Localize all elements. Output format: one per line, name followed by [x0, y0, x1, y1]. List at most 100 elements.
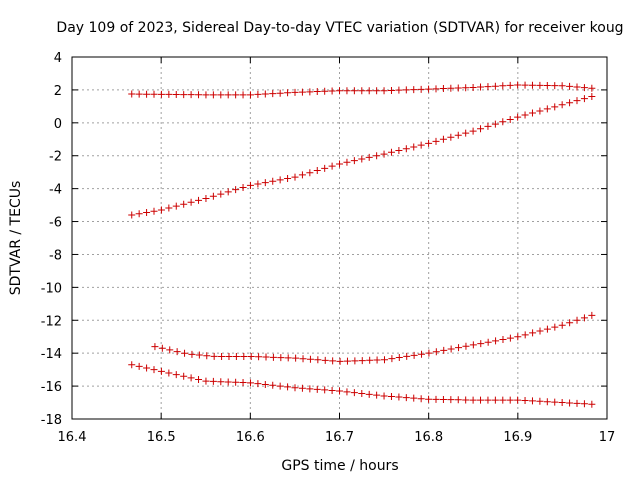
x-tick-label: 16.9: [503, 430, 532, 445]
data-point: [143, 208, 151, 216]
data-point: [373, 356, 381, 364]
data-point: [521, 331, 529, 339]
data-point: [566, 99, 574, 107]
data-point: [447, 84, 455, 92]
data-point: [240, 352, 248, 360]
data-point: [343, 87, 351, 95]
data-point: [417, 85, 425, 93]
data-point: [128, 211, 136, 219]
chart-title: Day 109 of 2023, Sidereal Day-to-day VTE…: [56, 20, 623, 36]
data-point: [209, 91, 217, 99]
data-point: [157, 206, 165, 214]
data-point: [180, 91, 188, 99]
data-point: [521, 81, 529, 89]
data-point: [454, 131, 462, 139]
x-tick-label: 16.4: [58, 430, 87, 445]
data-point: [580, 95, 588, 103]
data-point: [321, 356, 329, 364]
data-point: [536, 327, 544, 335]
data-point: [224, 91, 232, 99]
data-point: [277, 354, 285, 362]
data-point: [202, 91, 210, 99]
data-point: [157, 367, 165, 375]
data-point: [313, 385, 321, 393]
data-point: [499, 335, 507, 343]
data-point: [365, 390, 373, 398]
data-point: [573, 316, 581, 324]
data-point: [284, 354, 292, 362]
data-point: [492, 337, 500, 345]
y-tick-label: -6: [49, 216, 62, 231]
data-point: [299, 355, 307, 363]
data-point: [387, 86, 395, 94]
data-point: [350, 157, 358, 165]
data-point: [528, 109, 536, 117]
data-point: [150, 207, 158, 215]
data-point: [514, 396, 522, 404]
data-point: [387, 393, 395, 401]
data-point: [455, 344, 463, 352]
data-point: [203, 352, 211, 360]
data-point: [328, 162, 336, 170]
data-point: [432, 85, 440, 93]
data-point: [536, 81, 544, 89]
data-point: [165, 369, 173, 377]
data-point: [462, 396, 470, 404]
data-point: [543, 325, 551, 333]
data-point: [181, 349, 189, 357]
data-point: [558, 399, 566, 407]
data-point: [403, 352, 411, 360]
data-point: [306, 169, 314, 177]
data-point: [580, 314, 588, 322]
data-point: [380, 87, 388, 95]
series-satellite-4: [128, 361, 596, 408]
data-point: [395, 147, 403, 155]
data-point: [321, 87, 329, 95]
data-point: [336, 87, 344, 95]
data-point: [284, 383, 292, 391]
y-tick-label: -16: [41, 380, 62, 395]
data-point: [151, 343, 159, 351]
data-point: [514, 333, 522, 341]
data-point: [135, 90, 143, 98]
data-point: [521, 396, 529, 404]
y-tick-label: -12: [41, 314, 62, 329]
data-point: [157, 90, 165, 98]
data-point: [551, 323, 559, 331]
data-point: [313, 167, 321, 175]
series-satellite-2: [128, 92, 596, 219]
data-point: [261, 179, 269, 187]
data-point: [566, 399, 574, 407]
data-point: [329, 357, 337, 365]
data-point: [521, 111, 529, 119]
data-point: [588, 400, 596, 408]
data-point: [477, 83, 485, 91]
data-point: [343, 357, 351, 365]
data-point: [454, 84, 462, 92]
data-point: [306, 355, 314, 363]
data-point: [477, 125, 485, 133]
y-tick-label: -14: [41, 347, 62, 362]
x-tick-label: 17: [599, 430, 616, 445]
data-point: [209, 192, 217, 200]
data-point: [269, 90, 277, 98]
data-point: [247, 353, 255, 361]
data-point: [499, 82, 507, 90]
data-point: [469, 127, 477, 135]
data-point: [180, 200, 188, 208]
data-point: [232, 378, 240, 386]
data-point: [269, 381, 277, 389]
data-point: [321, 164, 329, 172]
data-point: [195, 376, 203, 384]
data-point: [410, 394, 418, 402]
data-point: [172, 202, 180, 210]
data-point: [321, 386, 329, 394]
data-point: [195, 91, 203, 99]
data-point: [558, 82, 566, 90]
data-point: [447, 133, 455, 141]
grid-lines: [72, 57, 607, 419]
data-point: [128, 90, 136, 98]
data-point: [499, 118, 507, 126]
x-tick-label: 16.5: [147, 430, 176, 445]
